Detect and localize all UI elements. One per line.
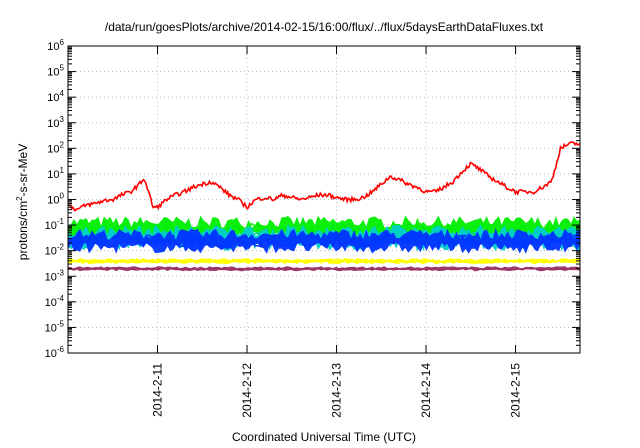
x-axis-ticks: 2014-2-11 2014-2-12 2014-2-13 2014-2-14 2014… bbox=[151, 46, 523, 418]
flux-band-line bbox=[67, 233, 581, 249]
flux-band-series-4 bbox=[67, 228, 581, 254]
y-tick-label-base: 10 bbox=[47, 92, 59, 104]
x-tick-label: 2014-2-12 bbox=[240, 363, 254, 418]
y-tick-label: 10-2 bbox=[45, 243, 65, 258]
flux-band-line bbox=[67, 221, 581, 239]
y-tick-label: 101 bbox=[47, 166, 64, 181]
flux-series-red bbox=[67, 141, 581, 212]
y-tick-label-base: 10 bbox=[47, 195, 59, 207]
flux-band-line bbox=[67, 259, 581, 264]
y-tick-label-base: 10 bbox=[45, 271, 57, 283]
y-tick-label-base: 10 bbox=[47, 169, 59, 181]
x-tick-label: 2014-2-15 bbox=[509, 363, 523, 418]
y-tick-label-base: 10 bbox=[45, 220, 57, 232]
y-tick-label-base: 10 bbox=[45, 348, 57, 360]
y-axis-label-sup: 2 bbox=[15, 196, 24, 201]
y-tick-label-exp: -1 bbox=[57, 217, 65, 226]
y-tick-label: 10-3 bbox=[45, 268, 65, 283]
y-tick-label-base: 10 bbox=[45, 322, 57, 334]
y-axis-ticks: 10-610-510-410-310-210-11001011021031041… bbox=[45, 38, 580, 360]
y-tick-label: 102 bbox=[47, 140, 64, 155]
chart-title: /data/run/goesPlots/archive/2014-02-15/1… bbox=[105, 20, 544, 34]
x-tick-label: 2014-2-14 bbox=[419, 363, 433, 418]
y-tick-label: 10-1 bbox=[45, 217, 65, 232]
y-tick-label-exp: 3 bbox=[60, 115, 65, 124]
y-tick-label-exp: -6 bbox=[57, 345, 65, 354]
x-tick-label: 2014-2-11 bbox=[151, 363, 165, 417]
y-tick-label: 10-6 bbox=[45, 345, 65, 360]
y-tick-label-exp: 5 bbox=[60, 64, 65, 73]
y-tick-label-exp: 2 bbox=[60, 140, 65, 149]
y-tick-label-exp: 6 bbox=[60, 38, 65, 47]
y-tick-label-exp: 4 bbox=[60, 89, 65, 98]
y-tick-label-base: 10 bbox=[47, 143, 59, 155]
y-tick-label-exp: -4 bbox=[57, 294, 65, 303]
y-tick-label-exp: -5 bbox=[57, 319, 65, 328]
y-tick-label-exp: -3 bbox=[57, 268, 65, 277]
flux-band-line bbox=[67, 266, 581, 271]
grid-lines bbox=[68, 46, 580, 353]
y-tick-label-base: 10 bbox=[47, 118, 59, 130]
y-tick-label: 10-5 bbox=[45, 319, 65, 334]
y-axis-label: protons/cm2-s-sr-MeV bbox=[15, 144, 30, 260]
y-tick-label-base: 10 bbox=[45, 297, 57, 309]
y-tick-label-base: 10 bbox=[47, 41, 59, 53]
flux-band-series-5 bbox=[67, 258, 581, 265]
data-series bbox=[67, 141, 581, 272]
y-tick-label: 10-4 bbox=[45, 294, 65, 309]
y-tick-label: 105 bbox=[47, 64, 64, 79]
x-tick-label: 2014-2-13 bbox=[330, 363, 344, 418]
y-tick-label: 106 bbox=[47, 38, 64, 53]
flux-band-series-6 bbox=[67, 266, 581, 272]
y-tick-label-exp: 1 bbox=[60, 166, 65, 175]
y-tick-label-base: 10 bbox=[47, 67, 59, 79]
y-tick-label: 100 bbox=[47, 192, 64, 207]
y-tick-label-exp: 0 bbox=[60, 192, 65, 201]
y-axis-label-base: protons/cm bbox=[16, 201, 30, 260]
y-tick-label: 104 bbox=[47, 89, 64, 104]
y-axis-label-rest: -s-sr-MeV bbox=[16, 144, 30, 197]
y-tick-label-base: 10 bbox=[45, 246, 57, 258]
y-tick-label-exp: -2 bbox=[57, 243, 65, 252]
y-tick-label: 103 bbox=[47, 115, 64, 130]
x-axis-label: Coordinated Universal Time (UTC) bbox=[232, 430, 416, 444]
